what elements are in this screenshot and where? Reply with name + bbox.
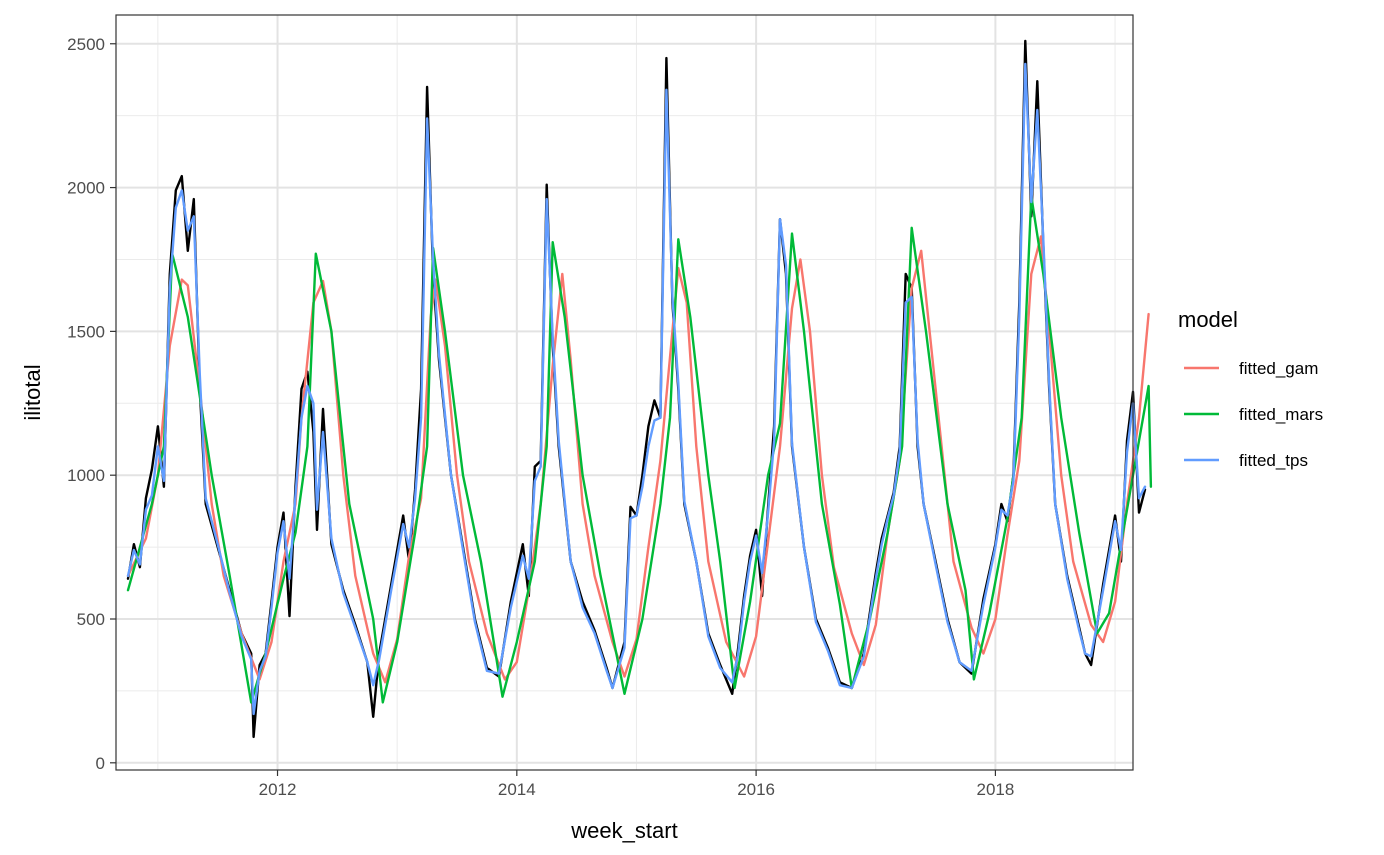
plot-panel (115, 14, 1153, 771)
x-tick-label: 2012 (259, 780, 297, 799)
major-gridlines (116, 15, 1133, 770)
y-tick-label: 2000 (67, 179, 105, 198)
x-axis: 2012 2014 2016 2018 (259, 770, 1014, 799)
x-tick-label: 2018 (976, 780, 1014, 799)
y-tick-label: 2500 (67, 35, 105, 54)
legend: model fitted_gam fitted_mars fitted_tps (1178, 307, 1323, 470)
x-tick-label: 2016 (737, 780, 775, 799)
x-tick-label: 2014 (498, 780, 536, 799)
series-line-fitted_mars (126, 195, 1153, 704)
plot-background (116, 15, 1133, 770)
legend-label-fitted_gam: fitted_gam (1239, 359, 1318, 378)
y-tick-label: 500 (77, 610, 105, 629)
series-lines (126, 39, 1153, 739)
x-axis-title: week_start (570, 818, 677, 843)
legend-label-fitted_tps: fitted_tps (1239, 451, 1308, 470)
legend-title: model (1178, 307, 1238, 332)
y-tick-label: 0 (96, 754, 105, 773)
series-line-fitted_tps (126, 62, 1147, 716)
plot-border (115, 14, 1134, 771)
y-axis: 0 500 1000 1500 2000 2500 (67, 35, 116, 773)
y-axis-title: ilitotal (20, 364, 45, 420)
y-tick-label: 1500 (67, 322, 105, 341)
y-tick-label: 1000 (67, 466, 105, 485)
legend-items: fitted_gam fitted_mars fitted_tps (1184, 359, 1323, 470)
legend-label-fitted_mars: fitted_mars (1239, 405, 1323, 424)
